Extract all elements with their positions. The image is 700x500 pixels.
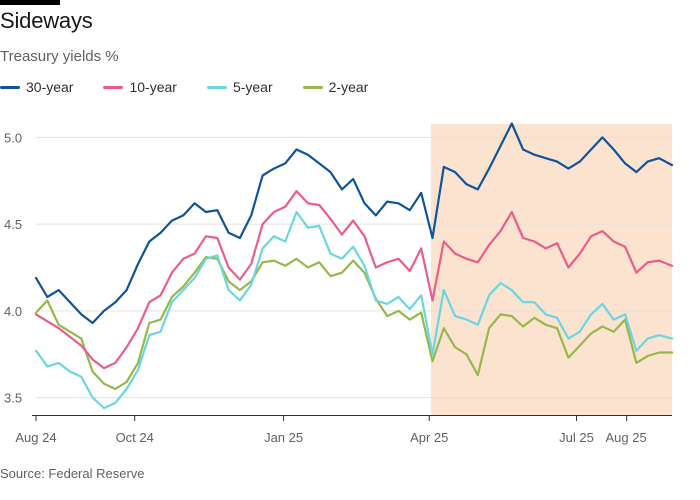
legend-swatch-5-year — [206, 85, 227, 89]
legend-item-2-year: 2-year — [302, 79, 369, 95]
x-tick-label: Aug 24 — [15, 430, 56, 445]
legend-label-5-year: 5-year — [232, 79, 273, 95]
x-tick-label: Apr 25 — [410, 430, 448, 445]
brand-bar — [0, 0, 60, 5]
y-tick-label: 4.5 — [4, 217, 22, 232]
chart-title: Sideways — [0, 8, 93, 33]
y-tick-label: 4.0 — [4, 304, 22, 319]
line-chart: 3.5 4.0 4.5 5.0 Aug 24 Oct 24 Jan 25 Apr 25 Jul … — [4, 122, 674, 445]
series-line-30-year — [34, 122, 674, 325]
legend-item-10-year: 10-year — [103, 79, 177, 95]
legend-item-30-year: 30-year — [0, 79, 73, 95]
y-tick-label: 3.5 — [4, 391, 22, 406]
series-line-2-year — [34, 256, 674, 391]
chart-subtitle: Treasury yields % — [0, 48, 119, 65]
legend: 30-year 10-year 5-year 2-year — [0, 79, 398, 95]
series-line-10-year — [34, 190, 674, 370]
x-tick-label: Oct 24 — [116, 430, 154, 445]
x-tick-label: Jan 25 — [264, 430, 303, 445]
legend-swatch-30-year — [0, 85, 20, 89]
x-tick-label: Aug 25 — [605, 430, 646, 445]
series-line-5-year — [34, 210, 674, 410]
legend-swatch-10-year — [103, 85, 124, 89]
legend-swatch-2-year — [302, 85, 323, 89]
legend-label-30-year: 30-year — [26, 79, 74, 95]
legend-label-2-year: 2-year — [328, 79, 369, 95]
legend-item-5-year: 5-year — [206, 79, 273, 95]
legend-label-10-year: 10-year — [129, 79, 177, 95]
source-note: Source: Federal Reserve — [0, 466, 145, 481]
shaded-period — [430, 124, 672, 415]
y-tick-label: 5.0 — [4, 130, 22, 145]
x-tick-label: Jul 25 — [559, 430, 594, 445]
